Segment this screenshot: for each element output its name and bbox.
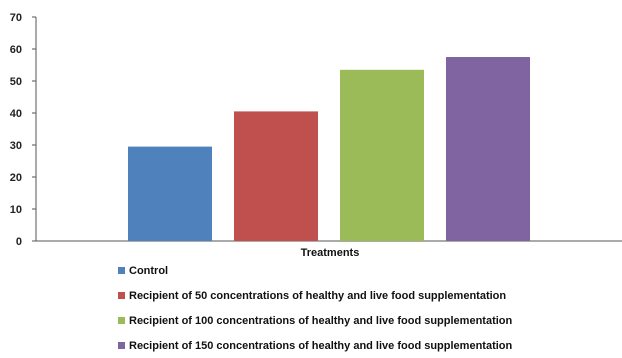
legend-swatch (118, 317, 125, 324)
legend-swatch (118, 342, 125, 349)
legend-item: Recipient of 50 concentrations of health… (118, 283, 512, 308)
x-axis-label: Treatments (301, 247, 360, 258)
bar (446, 57, 530, 241)
y-tick-label: 30 (10, 140, 22, 152)
bars (128, 57, 530, 242)
bar (128, 146, 212, 241)
legend-item: Control (118, 258, 512, 283)
legend-label: Recipient of 100 concentrations of healt… (129, 314, 513, 327)
y-tick-label: 60 (10, 44, 22, 56)
legend-label: Control (129, 264, 169, 277)
bar (234, 111, 318, 242)
y-tick-label: 10 (10, 204, 22, 216)
y-tick-label: 20 (10, 172, 22, 184)
bar (340, 69, 424, 241)
legend-label: Recipient of 50 concentrations of health… (129, 289, 507, 302)
y-tick-label: 0 (16, 236, 22, 248)
legend-item: Recipient of 100 concentrations of healt… (118, 308, 512, 333)
legend: Control Recipient of 50 concentrations of… (118, 258, 512, 358)
legend-swatch (118, 292, 125, 299)
legend-label: Recipient of 150 concentrations of healt… (129, 339, 513, 352)
y-tick-label: 70 (10, 12, 22, 24)
y-tick-label: 50 (10, 76, 22, 88)
legend-item: Recipient of 150 concentrations of healt… (118, 333, 512, 358)
y-tick-label: 40 (10, 108, 22, 120)
legend-swatch (118, 267, 125, 274)
bar-chart: 0 10 20 30 40 50 60 70 Treatments (10, 12, 622, 258)
